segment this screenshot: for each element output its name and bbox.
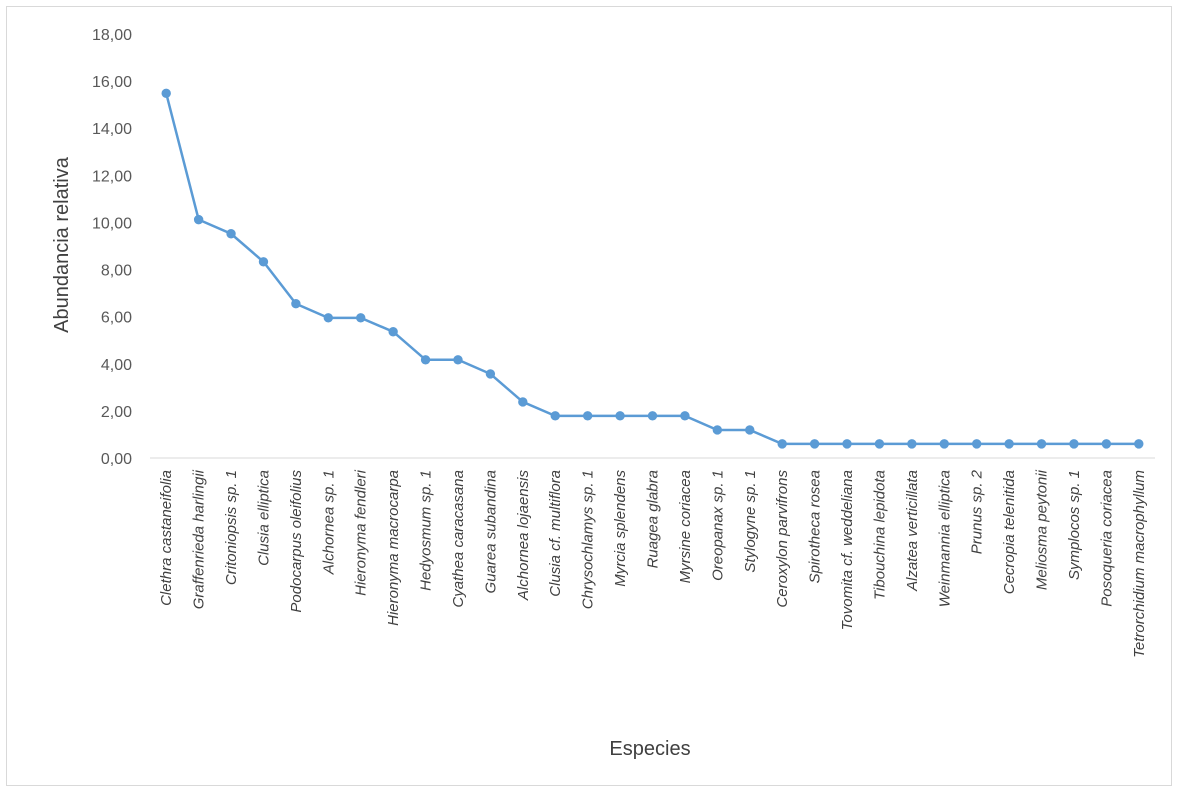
x-tick-label: Cecropia telenitida — [1001, 470, 1018, 594]
x-tick-label: Posoqueria coriacea — [1098, 470, 1115, 607]
y-tick-label: 10,00 — [92, 215, 132, 232]
data-point — [939, 439, 949, 449]
data-point — [971, 439, 982, 449]
data-point — [615, 411, 625, 421]
x-tick-label: Guarea subandina — [482, 470, 499, 593]
data-point — [453, 355, 463, 365]
data-point — [842, 439, 852, 449]
data-point — [550, 411, 560, 421]
y-tick-label: 16,00 — [92, 74, 132, 91]
x-tick-label: Tibouchina lepidota — [871, 470, 888, 600]
x-axis-ticks: Clethra castaneifolia Graffenrieda harlin… — [158, 469, 1148, 658]
x-tick-label: Clethra castaneifolia — [158, 470, 175, 606]
data-point — [193, 214, 204, 225]
x-tick-label: Alzatea verticillata — [904, 470, 921, 592]
x-tick-label: Meliosma peytonii — [1034, 469, 1051, 590]
data-point — [1069, 439, 1079, 449]
data-point — [809, 439, 820, 449]
data-point — [485, 369, 496, 379]
data-point — [712, 425, 723, 435]
data-point — [258, 257, 269, 267]
x-tick-label: Weinmannia elliptica — [936, 470, 953, 607]
data-point — [161, 88, 171, 99]
x-tick-label: Clusia cf. multiflora — [547, 470, 564, 597]
data-points — [161, 88, 1144, 449]
data-point — [680, 411, 690, 421]
data-point — [388, 327, 398, 337]
x-tick-label: Critoniopsis sp. 1 — [223, 470, 240, 585]
data-point — [745, 425, 755, 435]
data-point — [323, 313, 334, 323]
x-tick-label: Tetrorchidium macrophyllum — [1131, 470, 1148, 658]
x-tick-label: Hedyosmum sp. 1 — [418, 470, 435, 591]
x-tick-label: Chrysochlamys sp. 1 — [580, 470, 597, 609]
x-tick-label: Spirotheca rosea — [807, 470, 824, 583]
x-tick-label: Oreopanax sp. 1 — [709, 470, 726, 581]
data-point — [1101, 439, 1112, 449]
x-tick-label: Alchornea lojaensis — [515, 470, 532, 602]
x-tick-label: Graffenrieda harlingii — [191, 469, 208, 609]
x-tick-label: Cyathea caracasana — [450, 470, 467, 608]
y-axis-title: Abundancia relativa — [51, 156, 73, 333]
data-point — [907, 439, 917, 449]
x-tick-label: Myrsine coriacea — [677, 470, 694, 583]
x-axis-title: Especies — [609, 738, 690, 760]
x-tick-label: Ceroxylon parvifrons — [774, 470, 791, 608]
y-tick-label: 12,00 — [92, 168, 132, 185]
x-tick-label: Clusia elliptica — [255, 470, 272, 566]
data-point — [1036, 439, 1047, 449]
data-point — [420, 355, 431, 365]
x-tick-label: Alchornea sp. 1 — [320, 470, 337, 575]
data-point — [582, 411, 593, 421]
x-tick-label: Ruagea glabra — [645, 470, 662, 568]
data-point — [291, 299, 301, 309]
data-point — [1004, 439, 1014, 449]
x-tick-label: Tovomita cf. weddeliana — [839, 470, 856, 630]
y-tick-label: 18,00 — [92, 27, 132, 44]
y-tick-label: 4,00 — [101, 357, 132, 374]
x-tick-label: Symplocos sp. 1 — [1066, 470, 1083, 580]
x-tick-label: Prunus sp. 2 — [969, 469, 986, 554]
y-tick-label: 14,00 — [92, 121, 132, 138]
data-point — [226, 229, 236, 239]
y-tick-label: 8,00 — [101, 263, 132, 280]
data-point — [777, 439, 787, 449]
data-point — [874, 439, 885, 449]
y-tick-label: 6,00 — [101, 310, 132, 327]
x-tick-label: Podocarpus oleifolius — [288, 470, 305, 613]
x-tick-label: Stylogyne sp. 1 — [742, 470, 759, 573]
data-point — [1134, 439, 1144, 449]
y-tick-label: 2,00 — [101, 404, 132, 421]
x-tick-label: Hieronyma macrocarpa — [385, 470, 402, 626]
data-point — [356, 313, 366, 323]
x-tick-label: Myrcia splendens — [612, 470, 629, 587]
chart-frame — [6, 6, 1172, 786]
y-axis-ticks: 0,00 2,00 4,00 6,00 8,00 10,00 12,00 14,00 16,00… — [92, 27, 132, 468]
y-tick-label: 0,00 — [101, 451, 132, 468]
data-point — [518, 397, 528, 407]
series-line — [164, 93, 1139, 446]
data-point — [647, 411, 658, 421]
x-tick-label: Hieronyma fendleri — [353, 469, 370, 596]
